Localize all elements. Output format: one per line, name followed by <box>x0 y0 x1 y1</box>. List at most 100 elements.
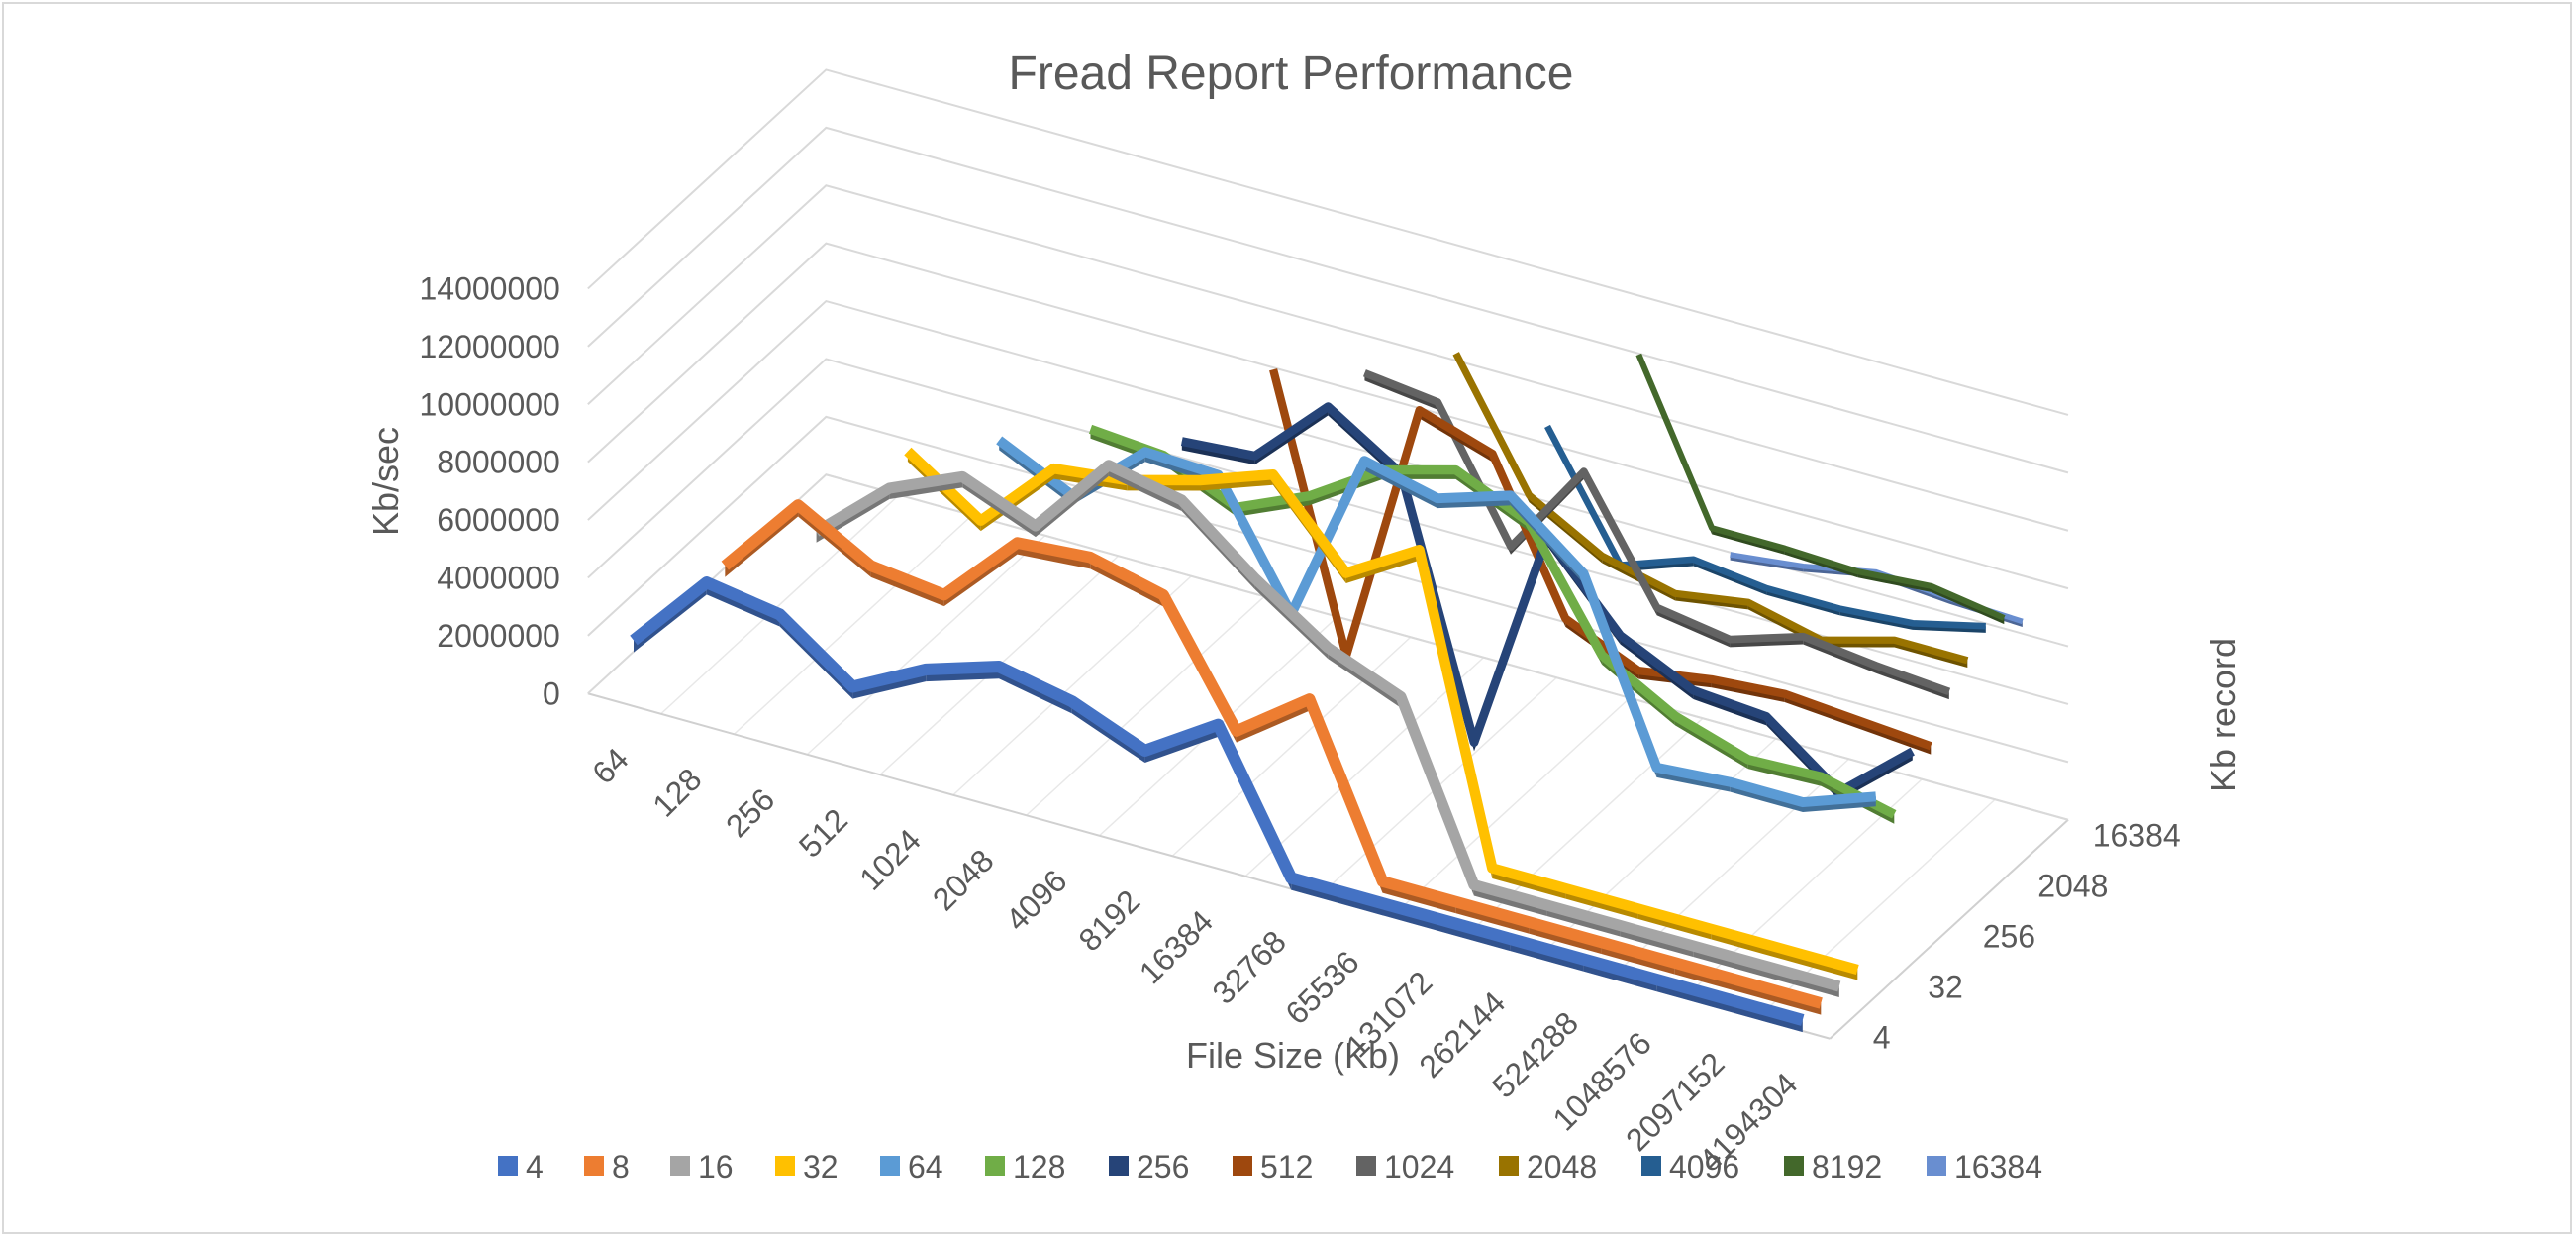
chart-svg: 0 2000000 4000000 6000000 8000000 10000000 120… <box>365 48 2243 1185</box>
legend-label: 4096 <box>1669 1149 1739 1185</box>
y-axis-ticks: 0 2000000 4000000 6000000 8000000 10000000 120… <box>419 270 559 711</box>
gridline <box>587 242 2069 590</box>
legend-label: 128 <box>1013 1149 1065 1185</box>
y-tick-label: 0 <box>543 675 560 711</box>
x-tick-label: 128 <box>645 761 708 823</box>
y-tick-label: 8000000 <box>437 445 560 480</box>
depth-tick-label: 2048 <box>2037 868 2108 903</box>
gridline <box>587 415 2069 764</box>
y-tick-label: 2000000 <box>437 618 560 654</box>
legend-item-512: 512 <box>1233 1149 1313 1185</box>
x-tick-label: 32768 <box>1206 923 1293 1010</box>
series-ribbon-top <box>904 447 1859 976</box>
series-line-8192 <box>1635 353 2006 625</box>
legend-label: 2048 <box>1527 1149 1597 1185</box>
x-tick-label: 256 <box>719 781 781 844</box>
legend-label: 64 <box>908 1149 943 1185</box>
x-tick-label: 64 <box>585 741 636 791</box>
y-tick-label: 14000000 <box>419 270 559 306</box>
depth-axis-title: Kb record <box>2203 638 2243 792</box>
depth-tick-label: 256 <box>1983 918 2035 954</box>
y-tick-label: 10000000 <box>419 386 559 422</box>
series-line-16 <box>813 460 1841 998</box>
series-ribbon-top <box>1452 352 1969 665</box>
legend-swatch <box>1356 1156 1376 1176</box>
legend-label: 32 <box>803 1149 839 1185</box>
back-wall-gridlines <box>587 68 2069 821</box>
depth-tick-label: 32 <box>1928 969 1963 1004</box>
floor-gridline <box>806 535 1046 756</box>
series-ribbon-top <box>1635 353 2006 621</box>
legend-label: 8192 <box>1812 1149 1882 1185</box>
legend-swatch <box>584 1156 604 1176</box>
x-tick-label: 1024 <box>852 822 928 897</box>
legend-label: 16384 <box>1954 1149 2042 1185</box>
y-axis-title: Kb/sec <box>365 427 406 536</box>
legend-swatch <box>985 1156 1005 1176</box>
series-ribbon-top <box>1362 369 1951 696</box>
floor-gridline <box>952 575 1192 796</box>
legend-item-4096: 4096 <box>1641 1149 1739 1185</box>
x-tick-label: 2048 <box>926 842 1001 917</box>
depth-axis-line <box>1829 819 2069 1040</box>
legend-item-16384: 16384 <box>1927 1149 2042 1185</box>
legend-label: 8 <box>612 1149 630 1185</box>
series-line-8 <box>721 499 1823 1015</box>
floor-gridline <box>1244 657 1485 877</box>
legend-swatch <box>670 1156 690 1176</box>
chart-title: Fread Report Performance <box>1009 48 1574 100</box>
legend-item-32: 32 <box>775 1149 839 1185</box>
x-tick-label: 512 <box>792 801 854 864</box>
series-lines <box>630 352 2024 1033</box>
x-tick-label: 65536 <box>1278 944 1365 1031</box>
legend-item-16: 16 <box>670 1149 734 1185</box>
floor-gridline <box>733 514 973 735</box>
legend-item-256: 256 <box>1109 1149 1189 1185</box>
legend-swatch <box>1784 1156 1804 1176</box>
series-ribbon-top <box>996 436 1877 808</box>
legend-swatch <box>498 1156 518 1176</box>
x-axis-title: File Size (Kb) <box>1186 1035 1400 1076</box>
y-tick-label: 6000000 <box>437 502 560 538</box>
legend-item-2048: 2048 <box>1499 1149 1597 1185</box>
legend-label: 4 <box>526 1149 544 1185</box>
series-line-32 <box>904 447 1859 980</box>
legend: 4 8 16 32 64 128 256 512 1024 2048 4096 8192 16384 <box>498 1149 2042 1185</box>
legend-item-1024: 1024 <box>1356 1149 1454 1185</box>
gridline <box>587 184 2069 532</box>
series-ribbon-top <box>1269 368 1932 751</box>
legend-label: 16 <box>698 1149 734 1185</box>
depth-tick-label: 16384 <box>2093 817 2181 853</box>
y-tick-label: 4000000 <box>437 560 560 595</box>
series-line-4 <box>630 576 1805 1033</box>
legend-item-128: 128 <box>985 1149 1065 1185</box>
x-tick-label: 16384 <box>1133 903 1220 990</box>
floor-gridlines <box>587 473 2069 1040</box>
floor-gridline <box>1026 595 1265 816</box>
legend-label: 256 <box>1137 1149 1189 1185</box>
legend-swatch <box>1499 1156 1519 1176</box>
floor-gridline <box>660 494 900 715</box>
series-line-64 <box>996 436 1877 813</box>
legend-swatch <box>1109 1156 1129 1176</box>
series-ribbon-top <box>813 460 1841 992</box>
y-tick-label: 12000000 <box>419 329 559 364</box>
x-axis-ticks: 64 128 256 51210242048409681921638432768655… <box>585 741 1804 1179</box>
legend-swatch <box>1233 1156 1252 1176</box>
floor-gridline <box>1463 717 1704 938</box>
legend-label: 512 <box>1260 1149 1313 1185</box>
series-ribbon-top <box>721 499 1823 1009</box>
legend-swatch <box>880 1156 900 1176</box>
floor-gridline <box>1391 697 1631 918</box>
legend-item-4: 4 <box>498 1149 544 1185</box>
legend-label: 1024 <box>1384 1149 1454 1185</box>
x-tick-label: 8192 <box>1072 882 1147 958</box>
legend-item-64: 64 <box>880 1149 943 1185</box>
legend-swatch <box>1641 1156 1661 1176</box>
legend-swatch <box>1927 1156 1946 1176</box>
legend-swatch <box>775 1156 795 1176</box>
gridline <box>587 126 2069 474</box>
x-tick-label: 4096 <box>999 863 1074 938</box>
